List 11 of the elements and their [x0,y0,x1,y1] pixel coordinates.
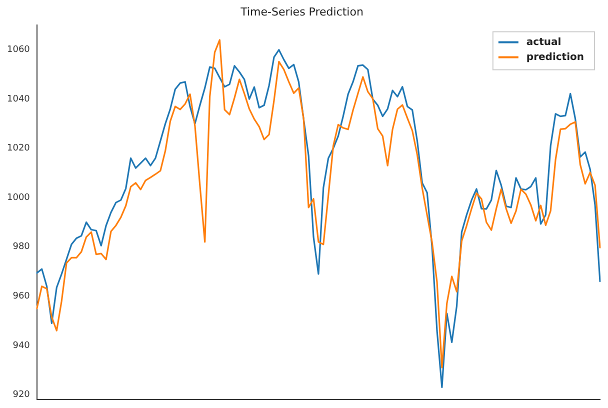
y-tick-label: 960 [12,291,30,302]
y-tick-label: 1020 [7,144,30,154]
y-tick-label: 1000 [7,192,30,203]
y-tick-label: 1040 [7,94,30,104]
y-tick-label: 940 [12,340,30,351]
chart-title: Time-Series Prediction [240,5,364,18]
y-tick-label: 1060 [7,45,30,56]
y-tick-label: 920 [12,390,30,400]
y-tick-label: 980 [12,242,30,252]
legend-label: actual [526,36,562,48]
legend-label: prediction [526,52,584,63]
